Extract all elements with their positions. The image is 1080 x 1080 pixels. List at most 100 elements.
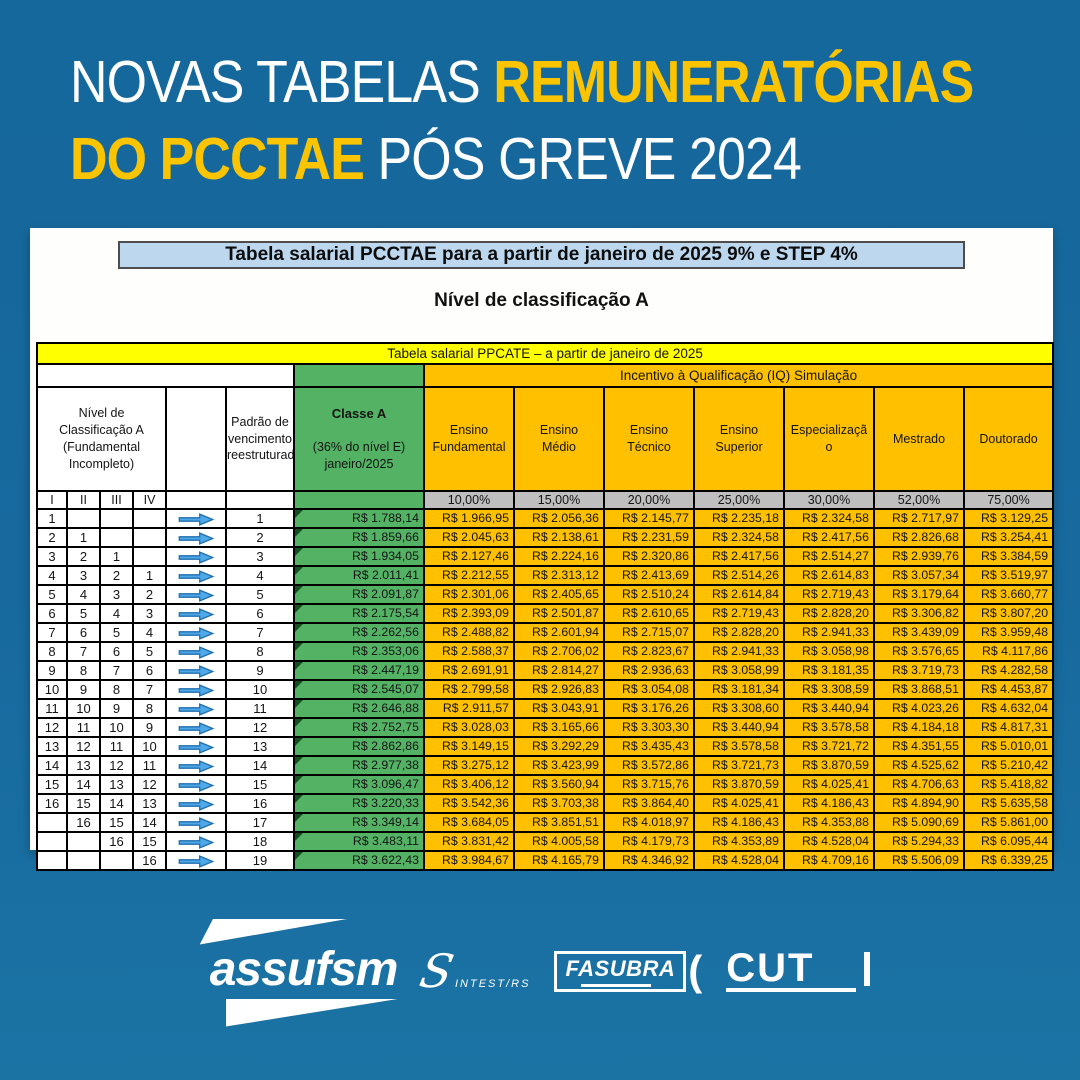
assufsm-label: assufsm (209, 942, 399, 996)
padrao-cell: 7 (225, 621, 295, 643)
table-card: Tabela salarial PCCTAE para a partir de … (30, 228, 1055, 871)
iq-value-cell: R$ 3.308,59 (783, 678, 875, 700)
level-cell: 8 (132, 697, 167, 719)
iq-value-cell: R$ 5.294,33 (873, 830, 965, 852)
level-cell (99, 849, 134, 871)
iq-value-cell: R$ 2.826,68 (873, 526, 965, 548)
iq-value-cell: R$ 2.614,84 (693, 583, 785, 605)
iq-value-cell: R$ 4.353,89 (693, 830, 785, 852)
iq-value-cell: R$ 4.186,43 (693, 811, 785, 833)
classe-value-cell: R$ 1.788,14 (293, 507, 425, 529)
title-yellow-1: REMUNERATÓRIAS (493, 49, 974, 115)
cut-label: CUT (726, 946, 815, 990)
iq-value-cell: R$ 3.870,59 (693, 773, 785, 795)
iq-value-cell: R$ 3.043,91 (513, 697, 605, 719)
iq-header-row: Incentivo à Qualificação (IQ) Simulação (36, 363, 1055, 388)
right-arrow-icon (178, 607, 215, 621)
level-cell: 15 (36, 773, 68, 795)
level-cell: 12 (99, 754, 134, 776)
level-cell: 6 (99, 640, 134, 662)
level-cell: 15 (99, 811, 134, 833)
table-row: 16 15 14 17 R$ 3.349,14 R$ 3.684,05 R$ 3.851,5… (36, 811, 1055, 833)
table-row: 7 6 5 4 7 R$ 2.262,56 R$ 2.488,82 R$ 2.601,94 R$… (36, 621, 1055, 643)
iq-value-cell: R$ 2.828,20 (693, 621, 785, 643)
iq-value-cell: R$ 3.851,51 (513, 811, 605, 833)
iq-value-cell: R$ 5.010,01 (962, 735, 1055, 757)
classe-value-cell: R$ 2.175,54 (293, 602, 425, 624)
iq-value-cell: R$ 4.528,04 (783, 830, 875, 852)
level-cell: 6 (132, 659, 167, 681)
level-cell: 9 (36, 659, 68, 681)
iq-simulation-header: Incentivo à Qualificação (IQ) Simulação (422, 363, 1055, 388)
table-row: 3 2 1 3 R$ 1.934,05 R$ 2.127,46 R$ 2.224,16 R$ … (36, 545, 1055, 567)
level-col-4: IV (132, 489, 167, 510)
iq-value-cell: R$ 2.045,63 (423, 526, 515, 548)
level-cell: 5 (132, 640, 167, 662)
level-cell: 2 (99, 564, 134, 586)
iq-value-cell: R$ 5.506,09 (873, 849, 965, 871)
level-cell: 6 (36, 602, 68, 624)
level-cell: 10 (132, 735, 167, 757)
padrao-col-spacer (225, 489, 295, 510)
table-row: 6 5 4 3 6 R$ 2.175,54 R$ 2.393,09 R$ 2.501,87 R$… (36, 602, 1055, 624)
iq-value-cell: R$ 3.423,99 (513, 754, 605, 776)
iq-value-cell: R$ 3.715,76 (603, 773, 695, 795)
iq-value-cell: R$ 2.127,46 (423, 545, 515, 567)
level-cell: 9 (66, 678, 101, 700)
classe-value-cell: R$ 2.262,56 (293, 621, 425, 643)
right-arrow-icon (178, 797, 215, 811)
iq-value-cell: R$ 3.984,67 (423, 849, 515, 871)
iq-value-cell: R$ 2.235,18 (693, 507, 785, 529)
level-col-1: I (36, 489, 68, 510)
iq-value-cell: R$ 3.721,73 (693, 754, 785, 776)
iq-value-cell: R$ 3.306,82 (873, 602, 965, 624)
iq-value-cell: R$ 2.405,65 (513, 583, 605, 605)
right-arrow-icon (178, 778, 215, 792)
padrao-cell: 17 (225, 811, 295, 833)
classe-value-cell: R$ 3.622,43 (293, 849, 425, 871)
iq-value-cell: R$ 3.058,99 (693, 659, 785, 681)
iq-value-cell: R$ 2.691,91 (423, 659, 515, 681)
arrow-cell (165, 735, 227, 757)
table-row: 13 12 11 10 13 R$ 2.862,86 R$ 3.149,15 R$ 3.292… (36, 735, 1055, 757)
level-cell: 15 (66, 792, 101, 814)
arrow-cell (165, 811, 227, 833)
table-row: 16 19 R$ 3.622,43 R$ 3.984,67 R$ 4.165,79 R$ … (36, 849, 1055, 871)
classe-a-header-sub: (36% do nível E) janeiro/2025 (312, 440, 406, 472)
level-col-2: II (66, 489, 101, 510)
iq-value-cell: R$ 4.282,58 (962, 659, 1055, 681)
arrow-cell (165, 526, 227, 548)
iq-value-cell: R$ 5.210,42 (962, 754, 1055, 776)
iq-value-cell: R$ 2.941,33 (693, 640, 785, 662)
right-arrow-icon (178, 550, 215, 564)
iq-value-cell: R$ 2.911,57 (423, 697, 515, 719)
right-arrow-icon (178, 683, 215, 697)
padrao-cell: 8 (225, 640, 295, 662)
level-cell: 1 (36, 507, 68, 529)
iq-value-cell: R$ 3.179,64 (873, 583, 965, 605)
iq-value-cell: R$ 5.418,82 (962, 773, 1055, 795)
fasubra-subtext-bar (581, 983, 652, 987)
iq-value-cell: R$ 3.176,26 (603, 697, 695, 719)
table-row: 4 3 2 1 4 R$ 2.011,41 R$ 2.212,55 R$ 2.313,12 R$… (36, 564, 1055, 586)
iq-value-cell: R$ 3.440,94 (783, 697, 875, 719)
arrow-cell (165, 773, 227, 795)
level-cell: 1 (66, 526, 101, 548)
classe-value-cell: R$ 2.545,07 (293, 678, 425, 700)
iq-value-cell: R$ 3.028,03 (423, 716, 515, 738)
page-title: NOVAS TABELAS REMUNERATÓRIAS DO PCCTAE P… (70, 44, 1080, 198)
level-cell: 13 (66, 754, 101, 776)
padrao-cell: 1 (225, 507, 295, 529)
table-row: 5 4 3 2 5 R$ 2.091,87 R$ 2.301,06 R$ 2.405,65 R$… (36, 583, 1055, 605)
iq-value-cell: R$ 3.058,98 (783, 640, 875, 662)
level-cell: 11 (66, 716, 101, 738)
iq-value-cell: R$ 3.181,35 (783, 659, 875, 681)
iq-value-cell: R$ 2.719,43 (693, 602, 785, 624)
iq-value-cell: R$ 2.320,86 (603, 545, 695, 567)
iq-value-cell: R$ 2.814,27 (513, 659, 605, 681)
table-row: 10 9 8 7 10 R$ 2.545,07 R$ 2.799,58 R$ 2.926,83… (36, 678, 1055, 700)
classe-value-cell: R$ 2.353,06 (293, 640, 425, 662)
level-cell: 16 (66, 811, 101, 833)
col-header-ensino-tecnico: Ensino Técnico (603, 386, 695, 492)
iq-value-cell: R$ 4.346,92 (603, 849, 695, 871)
